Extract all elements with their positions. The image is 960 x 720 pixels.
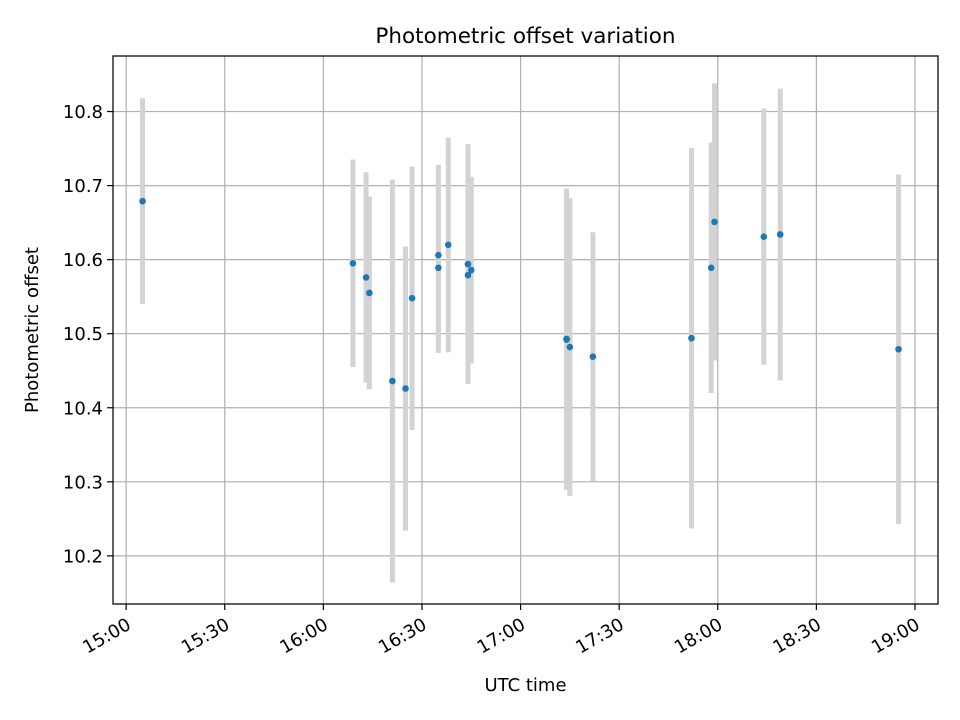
y-axis-ticks: 10.2 10.3 10.4 10.5 10.6 10.7 10.8 bbox=[63, 102, 113, 567]
data-point bbox=[688, 334, 695, 342]
x-axis-title: UTC time bbox=[484, 675, 566, 696]
data-point bbox=[895, 345, 902, 353]
data-point bbox=[444, 241, 452, 249]
data-point bbox=[711, 218, 718, 226]
y-tick-label: 10.7 bbox=[63, 176, 103, 197]
data-point bbox=[566, 343, 574, 351]
data-point bbox=[408, 294, 416, 302]
data-point bbox=[776, 231, 784, 238]
data-point bbox=[366, 289, 373, 297]
y-tick-label: 10.8 bbox=[63, 102, 103, 123]
data-point bbox=[589, 353, 597, 360]
data-point bbox=[464, 271, 472, 279]
y-tick-label: 10.3 bbox=[63, 472, 103, 493]
grid bbox=[113, 56, 938, 604]
data-point bbox=[389, 377, 396, 385]
data-point bbox=[707, 264, 715, 272]
data-point bbox=[435, 251, 442, 259]
data-point bbox=[139, 197, 146, 205]
data-point bbox=[349, 260, 357, 267]
data-point bbox=[467, 266, 475, 274]
data-point bbox=[402, 385, 409, 392]
plot-frame bbox=[112, 55, 939, 605]
y-tick-label: 10.5 bbox=[63, 324, 103, 345]
data-point bbox=[435, 264, 442, 272]
data-point bbox=[563, 335, 570, 343]
data-point bbox=[464, 260, 472, 268]
y-axis-title: Photometric offset bbox=[22, 247, 43, 413]
y-tick-label: 10.4 bbox=[63, 398, 103, 419]
chart-title: Photometric offset variation bbox=[375, 24, 675, 49]
y-tick-label: 10.2 bbox=[63, 546, 103, 567]
y-tick-label: 10.6 bbox=[63, 250, 103, 271]
data-point bbox=[760, 233, 768, 240]
data-point bbox=[362, 274, 370, 281]
data-points bbox=[139, 197, 902, 392]
